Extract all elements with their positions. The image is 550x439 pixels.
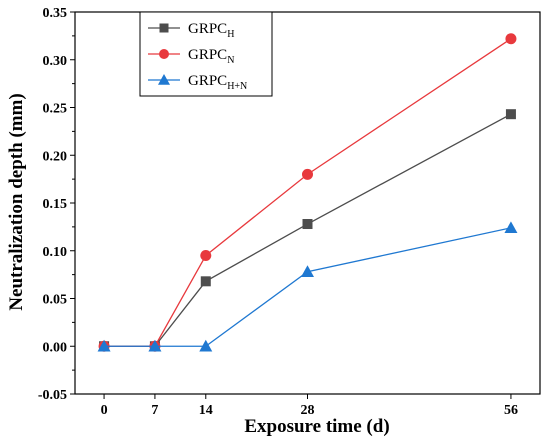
x-tick-label: 28 [301,403,315,418]
square-marker [159,23,169,33]
triangle-marker [301,265,314,277]
y-tick-label: 0.10 [43,245,68,260]
series-h-plus-n [97,221,518,352]
legend-item: GRPCH+N [148,73,247,92]
triangle-marker [199,339,213,352]
series-h [99,109,516,352]
y-tick-label: 0.20 [43,149,68,164]
legend-label: GRPCN [188,47,234,66]
ticks: -0.05 0.00 0.05 0.10 0.15 0.20 0.25 0.30 0.35 0 7 1… [38,6,518,418]
legend-item: GRPCN [148,47,234,66]
square-marker [505,109,516,120]
circle-marker [505,33,517,45]
x-tick-label: 14 [199,403,213,418]
y-tick-label: 0.35 [43,6,68,21]
square-marker [302,219,313,230]
y-tick-label: 0.15 [43,197,68,212]
triangle-marker [148,339,162,352]
square-marker [200,276,211,287]
x-axis-title: Exposure time (d) [244,416,389,437]
series-layer [97,33,518,352]
y-tick-label: 0.05 [43,293,68,308]
legend-label: GRPCH+N [188,73,247,92]
x-tick-label: 7 [151,403,158,418]
legend: GRPCH GRPCN GRPCH+N [139,11,273,97]
triangle-marker [158,74,170,85]
y-tick-label: 0.30 [43,54,68,69]
y-tick-label: 0.00 [43,340,68,355]
series-line [104,113,512,347]
legend-item: GRPCH [148,21,234,40]
y-axis-title: Neutralization depth (mm) [6,93,27,310]
y-tick-label: -0.05 [38,388,67,403]
triangle-marker [504,221,518,234]
circle-marker [200,250,212,262]
x-tick-label: 0 [101,403,108,418]
x-tick-label: 56 [504,403,518,418]
triangle-marker [97,339,111,352]
circle-marker [302,168,313,180]
y-tick-label: 0.25 [43,102,68,117]
legend-label: GRPCH [188,21,234,40]
circle-marker [159,49,169,59]
